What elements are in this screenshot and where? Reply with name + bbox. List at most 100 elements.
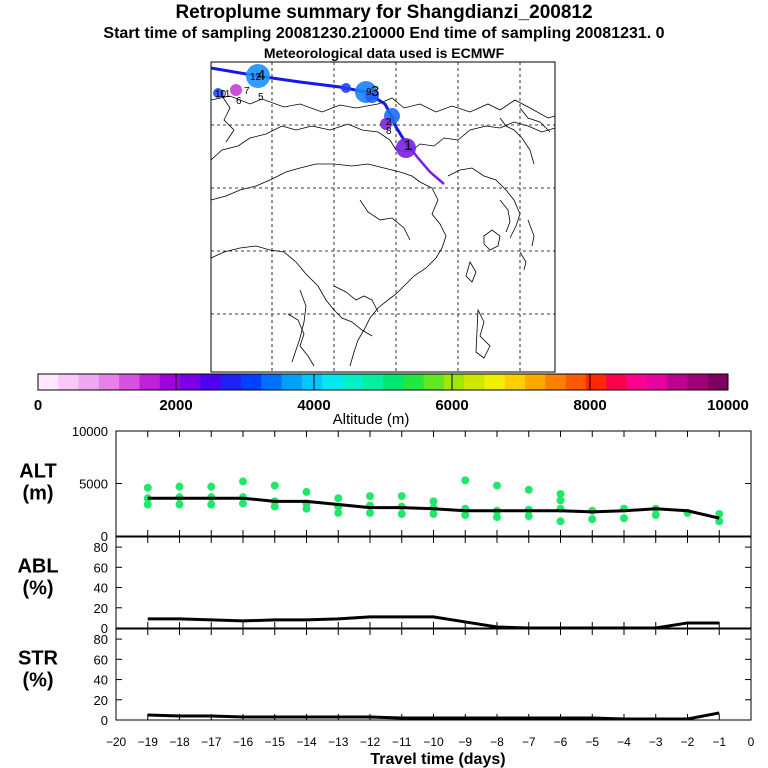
colorbar-tick-label: 4000 [297,397,330,414]
colorbar-cell [545,374,567,390]
colorbar-cell [240,374,262,390]
panel-ylabel: (%) [22,578,53,600]
trajectory-cluster-dot [246,64,270,88]
altitude-scatter-point [270,481,279,490]
x-tick-label: −3 [649,735,663,749]
colorbar-tick-label: 0 [34,397,42,414]
y-tick-label: 10000 [72,424,108,439]
series-line-abl [147,615,720,630]
colorbar-cell [139,374,161,390]
y-tick-label: 80 [94,540,108,555]
colorbar-cell [383,374,404,390]
trajectory-label: 6 [236,96,242,107]
chart-title: Retroplume summary for Shangdianzi_20081… [175,2,593,23]
colorbar-cell [525,374,546,390]
x-tick-label: −9 [458,735,472,749]
colorbar-cell [687,374,709,390]
colorbar-cell [301,374,323,390]
map-graticule [211,62,555,372]
map-frame [210,61,556,373]
y-tick-label: 40 [94,581,108,596]
altitude-scatter-point [366,492,374,501]
altitude-scatter-point [207,500,216,509]
met-data-text: Meteorological data used is ECMWF [263,45,505,61]
x-tick-label: −15 [265,735,286,749]
colorbar-cell [464,374,485,390]
colorbar-tick-labels: 0 2000 4000 6000 8000 10000 [34,374,749,414]
trajectory-cluster-dot [380,118,392,130]
x-tick-label: −18 [169,735,190,749]
trajectory-cluster-dot [230,84,242,96]
colorbar-cell [98,374,120,390]
colorbar-cell [119,374,140,390]
panel-ylabel: ALT [19,461,56,483]
altitude-scatter-point [556,490,565,498]
panel-ylabel: STR [18,648,59,670]
altitude-scatter-point [461,476,470,485]
altitude-scatter-point [239,477,247,486]
colorbar-cell [78,374,100,390]
sampling-time-text: Start time of sampling 20081230.210000 E… [103,25,665,42]
trajectory-label: 10 [215,89,227,100]
panel-abl: 80 60 40 20 0 ABL(%) [17,536,752,636]
colorbar-cell [484,374,506,390]
colorbar-cell [322,374,343,390]
colorbar-cell [180,374,201,390]
colorbar-cell [504,374,526,390]
x-tick-label: −5 [585,735,599,749]
colorbar-cell [585,374,607,390]
y-tick-label: 5000 [79,477,108,492]
colorbar-cell [606,374,628,390]
colorbar-cell [58,374,80,390]
altitude-scatter-point [556,496,565,505]
altitude-scatter-point [524,485,533,494]
x-tick-label: −13 [328,735,349,749]
colorbar-cell [261,374,283,390]
colorbar-cell [646,374,668,390]
altitude-scatter-point [715,509,724,518]
series-line-alt [147,496,720,520]
altitude-scatter-point [334,508,343,517]
panel-alt: 10000 5000 0 ALT(m) [19,424,752,544]
colorbar-cell [362,374,384,390]
panel-ylabel: (m) [22,483,53,505]
panel-frame [115,536,752,629]
trajectory-label: 8 [386,126,392,137]
altitude-scatter-point [397,492,406,501]
altitude-scatter-point [429,497,438,506]
x-tick-label: −20 [106,735,127,749]
y-tick-label: 0 [101,529,108,544]
y-tick-label: 20 [94,601,108,616]
x-tick-label: −2 [681,735,695,749]
colorbar-cell [220,374,242,390]
x-tick-label: −1 [712,735,726,749]
altitude-scatter-point [143,483,152,492]
trajectory-cluster-dot [365,89,379,103]
altitude-scatter-point [493,481,501,490]
colorbar-tick-label: 8000 [573,397,606,414]
trajectory-label: 7 [244,86,250,97]
trajectory-clusters [213,64,416,158]
trajectory-label: 5 [258,92,264,103]
x-tick-label: 0 [748,735,755,749]
x-tick-label: −10 [423,735,444,749]
colorbar-cell [443,374,465,390]
altitude-scatter-point [524,512,533,521]
trajectory-cluster-dot [341,83,351,93]
altitude-scatter-point [493,513,501,522]
x-tick-label: −7 [522,735,536,749]
x-tick-label: −8 [490,735,504,749]
colorbar-cell [159,374,181,390]
colorbar-cell [281,374,303,390]
colorbar-tick-label: 6000 [435,397,468,414]
altitude-scatter-point [556,517,565,526]
trajectory-label: 4 [257,67,265,84]
colorbar-cell [565,374,587,390]
x-tick-label: −16 [233,735,254,749]
trajectory-label: 2 [386,117,392,128]
colorbar-tick-label: 2000 [159,397,192,414]
altitude-scatter-point [620,514,628,523]
panel-frame [115,628,752,721]
